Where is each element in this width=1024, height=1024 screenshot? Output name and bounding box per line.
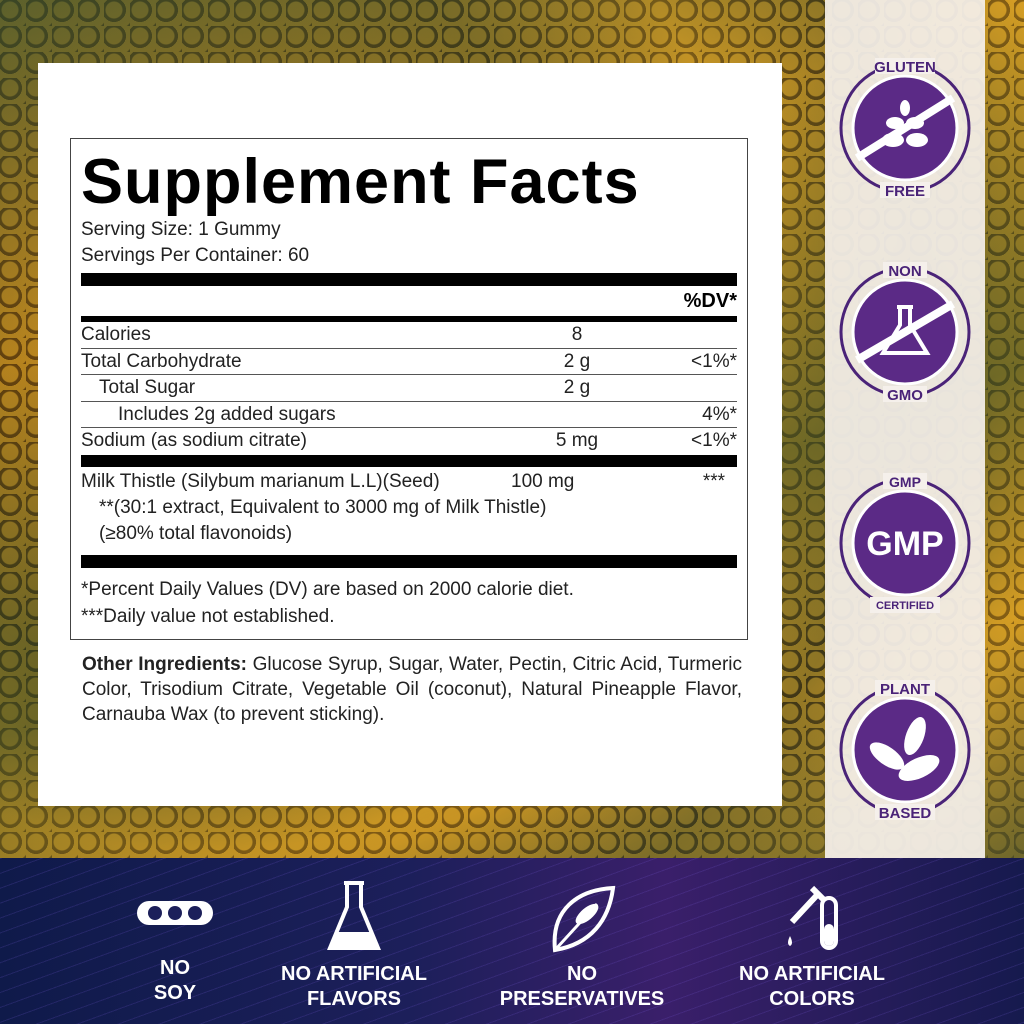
badge-top-text: GMP [889,474,921,490]
feature-label: PRESERVATIVES [499,988,665,1010]
row-amount: 8 [571,324,583,345]
footnote: ***Daily value not established. [81,606,335,627]
dropper-icon [788,885,838,950]
divider [81,316,737,322]
row-name: Total Sugar [99,377,196,398]
feature-label: NO [567,963,597,985]
label-card [38,63,782,806]
serving-size: Serving Size: 1 Gummy [81,219,281,240]
feature-label: FLAVORS [306,988,402,1010]
badge-top-text: PLANT [880,681,930,698]
facts-row: Sodium (as sodium citrate) 5 mg <1%* [81,428,737,455]
flask-icon [327,881,381,950]
row-name: Includes 2g added sugars [118,403,336,425]
badge-bottom-text: BASED [879,805,932,820]
facts-row: Includes 2g added sugars 4%* [81,402,737,428]
row-name: Calories [81,324,151,345]
plant-based-badge: PLANT BASED [839,680,971,820]
feature-label: NO ARTIFICIAL [739,963,885,985]
servings-per-container: Servings Per Container: 60 [81,245,310,266]
leaves-icon [869,716,940,781]
ingredient-amount: 100 mg [511,470,575,492]
dv-header: %DV* [683,290,737,312]
other-ingredients-label: Other Ingredients: [82,654,248,675]
row-amount: 2 g [563,350,591,372]
soybean-icon [137,901,213,925]
ingredient-note: **(30:1 extract, Equivalent to 3000 mg o… [99,497,547,518]
badge-bottom-text: GMO [887,387,923,402]
feature-label: COLORS [769,988,855,1010]
divider [81,454,737,467]
row-name: Sodium (as sodium citrate) [81,430,307,451]
badge-top-text: GLUTEN [874,59,936,76]
other-ingredients-text: Glucose Syrup, Sugar, Water, Pectin, Cit… [82,654,742,725]
row-dv [637,375,737,401]
ingredient-name: Milk Thistle (Silybum marianum L.L)(Seed… [81,470,440,492]
divider [81,555,737,568]
gmp-certified-badge: GMP GMP CERTIFIED [839,473,971,613]
feature-label: NO ARTIFICIAL [281,963,427,985]
feature-no-soy: NO SOY [75,898,275,1006]
row-amount: 2 g [563,377,591,398]
row-name: Total Carbohydrate [81,350,242,372]
ingredient-row: Milk Thistle (Silybum marianum L.L)(Seed… [81,469,737,496]
gmp-logo-text: GMP [866,525,943,563]
row-dv [637,322,737,348]
row-amount: 5 mg [555,430,599,451]
band-lines [0,858,1024,1024]
row-dv: <1%* [691,350,737,372]
facts-title: Supplement Facts [81,147,640,217]
facts-row: Total Sugar 2 g [81,375,737,402]
feature-no-artificial-colors: NO ARTIFICIAL COLORS [712,880,912,1012]
divider [81,273,737,286]
feature-label: NO [160,957,190,979]
features-band: NO SOY NO ARTIFICIAL FLAVORS NO PRESERVATIV… [0,858,1024,1024]
other-ingredients: Other Ingredients: Glucose Syrup, Sugar,… [82,652,742,727]
wheat-icon [882,100,928,147]
footnote: *Percent Daily Values (DV) are based on … [81,579,574,600]
supplement-facts-panel: Supplement Facts Serving Size: 1 Gummy S… [70,138,748,640]
gluten-free-badge: GLUTEN FREE [839,58,971,198]
badge-bottom-text: FREE [885,183,925,198]
ingredient-note: (≥80% total flavonoids) [99,523,293,544]
row-dv: <1%* [691,430,737,451]
feature-no-preservatives: NO PRESERVATIVES [482,880,682,1012]
badge-column: GLUTEN FREE NON GMO GMP GMP CERTIFIED PL… [825,0,985,858]
non-gmo-badge: NON GMO [839,262,971,402]
feature-no-artificial-flavors: NO ARTIFICIAL FLAVORS [254,880,454,1012]
ingredient-dv: *** [702,470,725,492]
row-amount [517,402,637,428]
flask-icon [879,305,931,355]
badge-bottom-text: CERTIFIED [876,600,934,612]
feature-label: SOY [153,982,197,1004]
facts-row: Calories 8 [81,322,737,349]
facts-row: Total Carbohydrate 2 g <1%* [81,349,737,375]
leaf-icon [552,885,616,953]
row-dv: 4%* [702,403,737,425]
badge-top-text: NON [888,263,921,280]
